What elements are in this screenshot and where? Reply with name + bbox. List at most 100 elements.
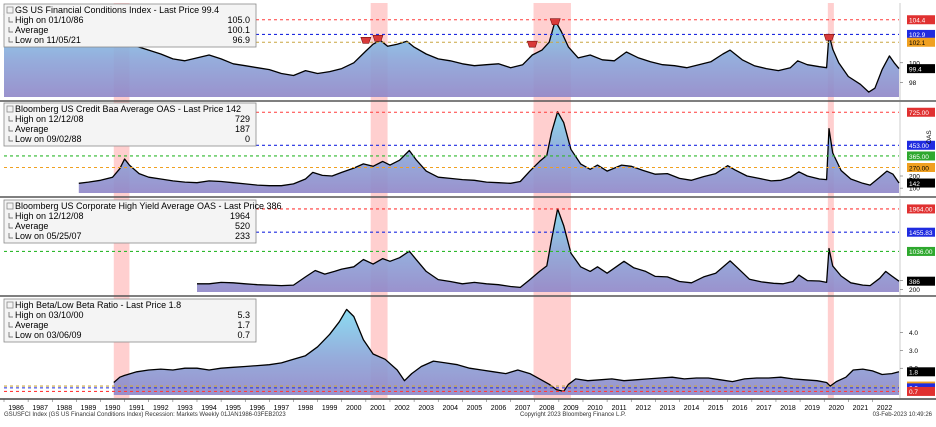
reference-tag: 1964.00	[907, 204, 935, 214]
x-tick-label: 2012	[635, 405, 651, 412]
legend-title: Bloomberg US Credit Baa Average OAS - La…	[15, 104, 241, 114]
legend-box: Bloomberg US Corporate High Yield Averag…	[3, 199, 281, 244]
legend-label: High on 03/10/00	[15, 310, 84, 320]
y-tick-label: 98	[909, 80, 917, 87]
reference-tag-box	[907, 386, 935, 396]
x-tick-label: 2020	[828, 405, 844, 412]
reference-tag-label: 453.00	[909, 143, 929, 150]
legend-connector	[8, 233, 13, 239]
legend-connector	[8, 17, 13, 23]
reference-tag-box	[907, 227, 935, 237]
recession-band	[827, 3, 834, 398]
legend-connector	[8, 136, 13, 142]
footer-copyright: Copyright 2023 Bloomberg Finance L.P.	[520, 412, 626, 418]
legend-connector	[8, 27, 13, 33]
series-line	[78, 111, 900, 187]
reference-tag-label: 1036.00	[909, 249, 933, 256]
legend-title: Bloomberg US Corporate High Yield Averag…	[15, 201, 281, 211]
x-axis: 1986 1987 1988 1989 1990 1991 1992 1993 1994 1995…	[0, 398, 936, 412]
legend-value: 5.3	[237, 310, 250, 320]
legend-value: 96.9	[232, 35, 250, 45]
legend-value: 729	[235, 114, 250, 124]
footer-timestamp: 03-Feb-2023 10:49:26	[872, 412, 932, 418]
reference-tag-label: 270.00	[909, 165, 929, 172]
last-price-label: 1.8	[909, 370, 918, 377]
legend-box: High Beta/Low Beta Ratio - Last Price 1.…	[3, 298, 257, 343]
x-tick-label: 1998	[298, 405, 314, 412]
legend-connector	[8, 332, 13, 338]
x-tick-label: 2010	[587, 405, 603, 412]
legend-label: Low on 11/05/21	[15, 35, 81, 45]
signal-marker	[823, 34, 835, 41]
legend-connector	[8, 312, 13, 318]
reference-tag-box	[907, 246, 935, 256]
x-tick-label: 2011	[612, 405, 627, 412]
x-tick-label: 2015	[708, 405, 724, 412]
legend-swatch	[6, 301, 14, 309]
reference-tag: 104.4	[907, 15, 935, 25]
x-tick-label: 1987	[32, 405, 48, 412]
x-tick-label: 2001	[370, 405, 386, 412]
reference-tag: 102.1	[907, 37, 935, 47]
legend-swatch	[6, 6, 14, 14]
reference-tag-label: 0.7	[909, 389, 918, 396]
reference-tag-label: 102.1	[909, 40, 926, 47]
reference-tag: 453.00	[907, 140, 935, 150]
x-tick-label: 2007	[515, 405, 531, 412]
x-tick-label: 2008	[539, 405, 555, 412]
x-tick-label: 2009	[563, 405, 579, 412]
x-tick-label: 2003	[418, 405, 434, 412]
panel-3: 1964.001455.831036.00400200386Bloomberg …	[0, 199, 936, 297]
legend-label: Low on 03/06/09	[15, 330, 82, 340]
legend-label: Average	[15, 221, 48, 231]
panel-2: 725.00 453.00 365.00 270.00 200 100 OAS 142 Bloo…	[0, 102, 936, 198]
legend-title: GS US Financial Conditions Index - Last …	[15, 5, 219, 15]
reference-tag: 725.00	[907, 107, 935, 117]
series-area	[113, 309, 900, 395]
reference-tag-box	[907, 107, 935, 117]
x-tick-label: 1995	[225, 405, 241, 412]
legend-connector	[8, 322, 13, 328]
y-tick-label: 3.0	[909, 348, 918, 355]
series-line	[197, 208, 900, 289]
x-tick-label: 2019	[804, 405, 820, 412]
reference-tag-label: 1455.83	[909, 230, 933, 237]
last-price-box	[907, 64, 935, 74]
legend-label: Low on 05/25/07	[15, 231, 82, 241]
last-price-label: 386	[909, 279, 920, 286]
x-tick-label: 1999	[322, 405, 338, 412]
reference-tag: 102.9	[907, 29, 935, 39]
legend-value: 1.7	[237, 320, 250, 330]
legend-frame	[3, 199, 257, 244]
legend-box: GS US Financial Conditions Index - Last …	[3, 3, 257, 48]
x-tick-label: 2017	[756, 405, 772, 412]
legend-label: Average	[15, 124, 48, 134]
x-tick-label: 2002	[394, 405, 410, 412]
reference-tag-box	[907, 163, 935, 172]
last-price-label: 99.4	[909, 66, 922, 73]
legend-connector	[8, 37, 13, 43]
legend-connector	[8, 126, 13, 132]
series-area	[78, 111, 900, 193]
legend-label: Average	[15, 320, 48, 330]
x-tick-label: 1997	[274, 405, 290, 412]
y-tick-label: 200	[909, 174, 920, 181]
reference-tag: 0.7	[907, 386, 935, 396]
reference-tag-box	[907, 15, 935, 25]
legend-value: 187	[235, 124, 250, 134]
reference-tag: 1455.83	[907, 227, 935, 237]
y-tick-label: 4.0	[909, 330, 918, 337]
last-price-tag: 99.4	[907, 64, 935, 73]
last-price-tag: 142	[907, 178, 935, 188]
x-tick-label: 2018	[780, 405, 796, 412]
series-area	[4, 13, 899, 97]
x-tick-label: 1996	[250, 405, 266, 412]
reference-tag-box	[907, 37, 935, 47]
legend-swatch	[6, 202, 14, 210]
legend-connector	[8, 223, 13, 229]
legend-swatch	[6, 105, 14, 113]
series-line	[113, 308, 900, 393]
